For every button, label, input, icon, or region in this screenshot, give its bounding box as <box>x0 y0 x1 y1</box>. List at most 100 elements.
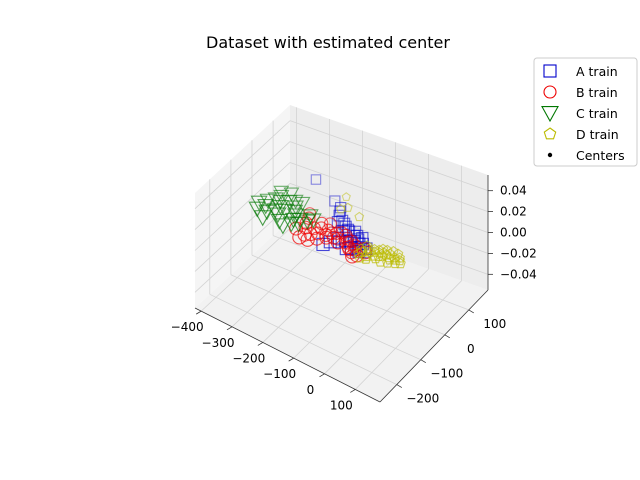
y-tick-label: −100 <box>430 367 463 381</box>
data-point <box>382 257 394 268</box>
legend-marker <box>543 85 557 99</box>
data-point <box>248 201 266 218</box>
data-point <box>269 207 287 224</box>
x-tick-mark <box>257 342 264 346</box>
scatter-points <box>248 174 406 269</box>
x-tick-label: 100 <box>330 398 353 412</box>
z-tick-label: 0.00 <box>500 226 527 240</box>
legend-entry: B train <box>543 85 618 100</box>
grid-line <box>194 141 291 230</box>
data-point <box>353 247 365 259</box>
y-tick-label: 0 <box>467 342 475 356</box>
data-point <box>319 230 334 245</box>
x-tick-label: −400 <box>171 320 204 334</box>
data-point <box>370 252 382 264</box>
data-point <box>377 250 388 261</box>
axes-grid <box>194 107 489 390</box>
legend-marker <box>541 106 559 123</box>
x-tick-mark <box>195 310 202 315</box>
data-point <box>287 200 305 216</box>
legend-marker <box>543 64 557 78</box>
x-tick-label: −300 <box>202 336 235 350</box>
grid-line <box>289 203 489 275</box>
data-point <box>300 232 315 247</box>
grid-line <box>289 183 489 254</box>
data-point <box>330 235 345 250</box>
data-point <box>360 253 372 264</box>
x-tick-label: 0 <box>307 383 315 397</box>
data-point <box>304 213 322 229</box>
legend-marker <box>547 152 553 158</box>
grid-line <box>289 141 489 212</box>
data-point <box>283 187 300 202</box>
grid-line <box>355 280 462 390</box>
y-tick-label: −200 <box>406 392 439 406</box>
data-point <box>273 189 290 205</box>
grid-line <box>200 222 297 312</box>
series-c-train <box>248 185 322 235</box>
x-tick-mark <box>288 357 294 362</box>
data-point <box>273 218 292 235</box>
data-point <box>257 198 275 215</box>
z-tick-label: −0.02 <box>500 246 537 260</box>
grid-line <box>289 120 489 192</box>
chart-title: Dataset with estimated center <box>206 33 450 52</box>
x-tick-mark <box>226 326 233 331</box>
grid-line <box>194 162 291 251</box>
y-tick-label: 100 <box>483 317 506 331</box>
grid-line <box>272 235 469 311</box>
data-point <box>374 256 386 267</box>
grid-line <box>293 257 396 359</box>
data-point <box>394 257 406 269</box>
legend: A train B train C train D train Centers <box>533 57 638 167</box>
legend-label: B train <box>576 85 618 100</box>
y-tick-mark <box>468 309 475 314</box>
data-point <box>253 210 272 227</box>
x-tick-label: −200 <box>232 351 265 365</box>
grid-line <box>230 274 421 361</box>
data-point <box>272 194 289 210</box>
legend-label: Centers <box>576 148 625 163</box>
data-point <box>326 230 341 245</box>
grid-line <box>289 162 489 233</box>
x-tick-mark <box>350 389 356 393</box>
grid-line <box>194 120 291 209</box>
data-point <box>250 195 268 212</box>
grid-line <box>251 254 445 336</box>
data-point <box>354 211 365 222</box>
z-tick-label: 0.04 <box>500 184 527 198</box>
x-tick-label: −100 <box>263 367 296 381</box>
data-point <box>361 240 373 251</box>
data-point <box>294 196 311 212</box>
y-axis-line <box>379 289 489 403</box>
legend-frame <box>533 57 638 167</box>
data-point <box>384 254 396 265</box>
data-point <box>383 251 395 263</box>
x-axis-line <box>194 307 381 403</box>
series-d-train <box>335 192 406 269</box>
legend-entry: A train <box>543 64 618 79</box>
grid-line <box>262 245 363 343</box>
data-point <box>389 257 401 269</box>
grid-line <box>209 293 397 385</box>
z-tick-labels: 0.04 0.02 0.00 −0.02 −0.04 <box>488 184 537 281</box>
data-point <box>281 195 298 210</box>
y-tick-labels: −200 −100 0 100 <box>396 309 506 406</box>
data-point <box>341 192 351 201</box>
data-point <box>354 251 366 263</box>
data-point <box>310 174 322 185</box>
legend-entry: C train <box>541 106 618 123</box>
y-tick-mark <box>420 359 427 364</box>
legend-label: D train <box>576 127 619 142</box>
z-tick-label: 0.02 <box>500 205 527 219</box>
legend-entry: D train <box>543 127 619 142</box>
data-point <box>343 202 353 212</box>
data-point <box>270 213 289 230</box>
y-tick-mark <box>396 384 403 388</box>
x-tick-labels: −400 −300−200 −100 0 100 <box>171 310 356 412</box>
legend-marker <box>543 127 557 140</box>
y-tick-mark <box>444 334 451 339</box>
x-tick-mark <box>319 373 325 378</box>
data-point <box>309 231 325 246</box>
